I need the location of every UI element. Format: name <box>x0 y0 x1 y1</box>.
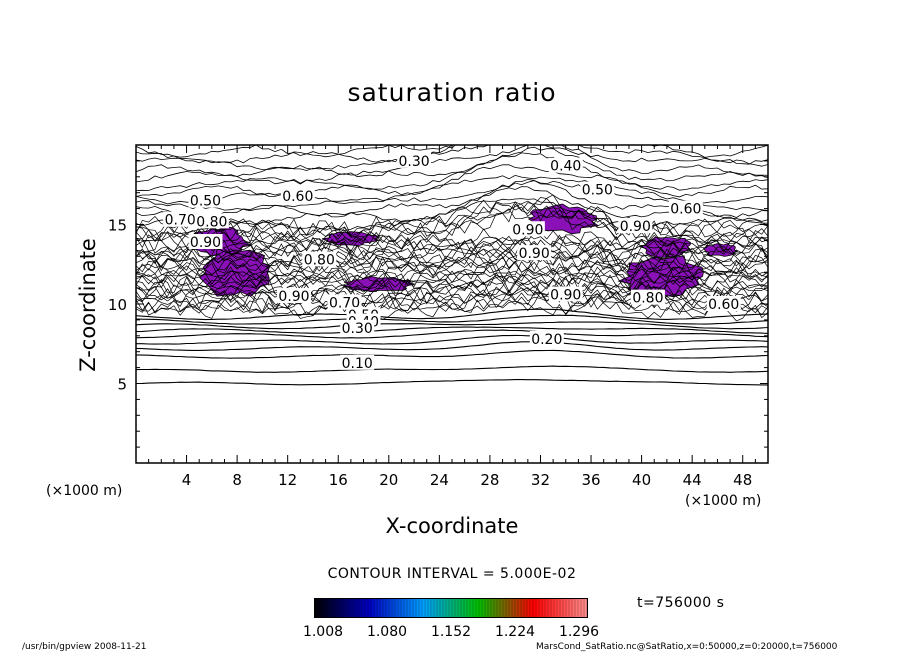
y-tick-label: 5 <box>117 376 127 394</box>
x-tick-label: 48 <box>733 471 752 489</box>
contour-interval-text: CONTOUR INTERVAL = 5.000E-02 <box>327 566 577 582</box>
x-unit-left: (×1000 m) <box>46 483 123 499</box>
plot-frame <box>135 144 769 464</box>
contour-line <box>136 341 768 351</box>
colorbar-label: 1.224 <box>494 624 536 640</box>
contour-line <box>136 289 768 314</box>
contour-line <box>136 240 768 265</box>
contour-label-17: 0.30 <box>342 321 373 337</box>
x-tick-label: 28 <box>480 471 499 489</box>
contour-line <box>136 146 768 185</box>
contour-line <box>136 145 768 165</box>
contour-label-2: 0.50 <box>582 183 613 199</box>
contour-line <box>136 314 768 325</box>
x-tick-label: 40 <box>632 471 651 489</box>
contour-line <box>136 228 768 253</box>
contour-label-18: 0.90 <box>550 287 581 303</box>
y-tick-label: 15 <box>108 217 127 235</box>
x-tick-label: 4 <box>182 471 192 489</box>
contour-label-10: 0.80 <box>304 252 335 268</box>
contour-line <box>136 329 768 339</box>
contour-line <box>136 200 768 243</box>
contour-label-7: 0.80 <box>196 214 227 230</box>
contour-line <box>136 349 768 359</box>
contour-line <box>136 180 768 212</box>
x-tick-label: 8 <box>232 471 242 489</box>
contour-label-12: 0.90 <box>519 246 550 262</box>
footer-left: /usr/bin/gpview 2008-11-21 <box>22 642 147 652</box>
x-unit-right: (×1000 m) <box>685 493 762 509</box>
contour-label-4: 0.50 <box>190 194 221 210</box>
x-tick-label: 12 <box>278 471 297 489</box>
contour-label-0: 0.30 <box>398 154 429 170</box>
contour-label-6: 0.70 <box>165 213 196 229</box>
contour-label-5: 0.60 <box>670 202 701 218</box>
footer-right: MarsCond_SatRatio.nc@SatRatio,x=0:50000,… <box>536 642 838 652</box>
contour-label-19: 0.80 <box>632 291 663 307</box>
contour-line <box>136 296 768 322</box>
x-tick-label: 16 <box>329 471 348 489</box>
contour-label-8: 0.90 <box>620 219 651 235</box>
x-tick-label: 32 <box>531 471 550 489</box>
y-axis-label: Z-coordinate <box>76 238 100 372</box>
contour-line <box>136 254 768 277</box>
contour-label-20: 0.60 <box>708 297 739 313</box>
contour-labels: 0.30 0.400.500.600.50 0.600.70 0.80 0.900.90… <box>163 152 741 372</box>
colorbar-label: 1.152 <box>430 624 472 640</box>
contour-line <box>136 178 768 218</box>
contour-label-3: 0.60 <box>282 189 313 205</box>
contour-label-21: 0.20 <box>531 332 562 348</box>
contour-line <box>136 234 768 261</box>
x-tick-label: 20 <box>379 471 398 489</box>
contour-label-11: 0.90 <box>512 222 543 238</box>
colorbar-label: 1.080 <box>366 624 408 640</box>
x-tick-label: 44 <box>683 471 702 489</box>
contour-line <box>136 326 768 334</box>
contour-line <box>136 265 768 288</box>
contour-label-9: 0.90 <box>190 235 221 251</box>
contour-line <box>136 365 768 373</box>
contour-line <box>136 321 768 330</box>
contour-line <box>136 241 768 268</box>
contour-line <box>136 186 768 225</box>
contour-line <box>136 233 768 255</box>
chart-title: saturation ratio <box>347 78 557 107</box>
contour-line <box>136 145 768 178</box>
contour-line <box>136 265 768 292</box>
time-label: t=756000 s <box>637 595 725 611</box>
contour-label-22: 0.10 <box>342 356 373 372</box>
x-tick-label: 24 <box>430 471 449 489</box>
colorbar-label: 1.296 <box>558 624 600 640</box>
contour-line <box>136 145 768 158</box>
x-tick-label: 36 <box>581 471 600 489</box>
contour-line <box>136 164 768 198</box>
contour-line <box>136 334 768 345</box>
contour-line <box>136 379 768 386</box>
contour-line <box>136 308 768 321</box>
contour-line <box>136 239 768 263</box>
x-axis-label: X-coordinate <box>385 514 519 538</box>
contour-lines <box>136 145 768 386</box>
contour-line <box>136 152 768 191</box>
y-tick-label: 10 <box>108 296 127 314</box>
colorbar-label: 1.008 <box>302 624 344 640</box>
contour-line <box>136 174 768 205</box>
contour-label-1: 0.40 <box>550 159 581 175</box>
contour-line <box>136 270 768 296</box>
contour-line <box>136 234 768 258</box>
contour-line <box>136 197 768 239</box>
contour-label-13: 0.90 <box>278 289 309 305</box>
contour-line <box>136 208 768 250</box>
colorbar <box>314 598 588 618</box>
contour-line <box>136 250 768 275</box>
contour-line <box>136 194 768 238</box>
contour-line <box>136 145 768 171</box>
